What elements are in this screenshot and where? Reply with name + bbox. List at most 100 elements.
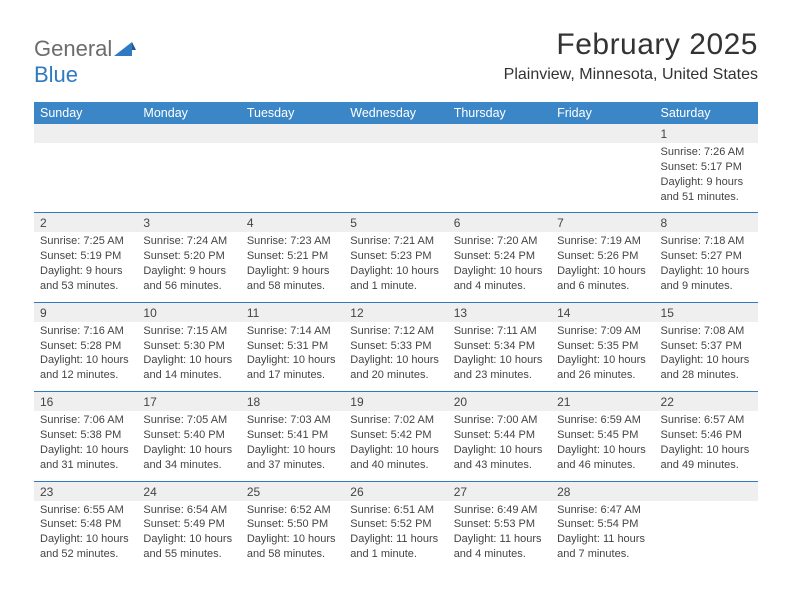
sunset-text: Sunset: 5:46 PM bbox=[661, 428, 752, 443]
sunset-text: Sunset: 5:38 PM bbox=[40, 428, 131, 443]
sunset-text: Sunset: 5:49 PM bbox=[143, 517, 234, 532]
details-cell: Sunrise: 7:06 AMSunset: 5:38 PMDaylight:… bbox=[34, 411, 137, 481]
details-cell: Sunrise: 7:05 AMSunset: 5:40 PMDaylight:… bbox=[137, 411, 240, 481]
day-header-cell: Saturday bbox=[655, 102, 758, 124]
sunset-text: Sunset: 5:40 PM bbox=[143, 428, 234, 443]
daynum-row: 2345678 bbox=[34, 213, 758, 232]
daynum-cell: 12 bbox=[344, 303, 447, 322]
day-header-row: SundayMondayTuesdayWednesdayThursdayFrid… bbox=[34, 102, 758, 124]
details-row: Sunrise: 7:25 AMSunset: 5:19 PMDaylight:… bbox=[34, 232, 758, 302]
sunrise-text: Sunrise: 6:55 AM bbox=[40, 503, 131, 518]
daylight-text: Daylight: 11 hours and 4 minutes. bbox=[454, 532, 545, 562]
daynum-cell: 2 bbox=[34, 213, 137, 232]
daynum-cell bbox=[655, 482, 758, 501]
sunset-text: Sunset: 5:53 PM bbox=[454, 517, 545, 532]
daylight-text: Daylight: 10 hours and 28 minutes. bbox=[661, 353, 752, 383]
details-row: Sunrise: 7:06 AMSunset: 5:38 PM Daylight:… bbox=[34, 411, 758, 481]
sunrise-text: Sunrise: 7:25 AM bbox=[40, 234, 131, 249]
daynum-cell: 1 bbox=[655, 124, 758, 143]
daynum-cell: 22 bbox=[655, 392, 758, 411]
logo-text-blue: Blue bbox=[34, 62, 78, 87]
details-row: Sunrise: 6:55 AMSunset: 5:48 PMDaylight:… bbox=[34, 501, 758, 570]
details-cell: Sunrise: 7:25 AMSunset: 5:19 PMDaylight:… bbox=[34, 232, 137, 302]
daylight-text: Daylight: 11 hours and 1 minute. bbox=[350, 532, 441, 562]
sunrise-text: Sunrise: 7:12 AM bbox=[350, 324, 441, 339]
details-cell: Sunrise: 7:20 AMSunset: 5:24 PMDaylight:… bbox=[448, 232, 551, 302]
logo-sail-icon bbox=[114, 40, 136, 56]
sunrise-text: Sunrise: 7:09 AM bbox=[557, 324, 648, 339]
daynum-cell: 18 bbox=[241, 392, 344, 411]
daynum-cell bbox=[241, 124, 344, 143]
sunrise-text: Sunrise: 6:59 AM bbox=[557, 413, 648, 428]
sunrise-text: Sunrise: 7:00 AM bbox=[454, 413, 545, 428]
daynum-cell: 21 bbox=[551, 392, 654, 411]
day-header-cell: Wednesday bbox=[344, 102, 447, 124]
sunset-text: Sunset: 5:21 PM bbox=[247, 249, 338, 264]
daynum-row: 16171819202122 bbox=[34, 392, 758, 411]
daynum-cell: 11 bbox=[241, 303, 344, 322]
daynum-cell: 7 bbox=[551, 213, 654, 232]
details-cell: Sunrise: 7:08 AMSunset: 5:37 PMDaylight:… bbox=[655, 322, 758, 392]
daylight-text: Daylight: 9 hours and 56 minutes. bbox=[143, 264, 234, 294]
daynum-cell: 6 bbox=[448, 213, 551, 232]
details-cell: Sunrise: 7:19 AMSunset: 5:26 PMDaylight:… bbox=[551, 232, 654, 302]
sunrise-text: Sunrise: 7:06 AM bbox=[40, 413, 131, 428]
sunset-text: Sunset: 5:17 PM bbox=[661, 160, 752, 175]
details-cell: Sunrise: 7:03 AMSunset: 5:41 PMDaylight:… bbox=[241, 411, 344, 481]
sunset-text: Sunset: 5:30 PM bbox=[143, 339, 234, 354]
daynum-cell: 16 bbox=[34, 392, 137, 411]
sunset-text: Sunset: 5:45 PM bbox=[557, 428, 648, 443]
sunset-text: Sunset: 5:23 PM bbox=[350, 249, 441, 264]
daylight-text: Daylight: 10 hours and 43 minutes. bbox=[454, 443, 545, 473]
details-cell bbox=[655, 501, 758, 570]
daylight-text: Daylight: 10 hours and 55 minutes. bbox=[143, 532, 234, 562]
sunrise-text: Sunrise: 7:19 AM bbox=[557, 234, 648, 249]
daynum-row: 1 bbox=[34, 124, 758, 143]
sunrise-text: Sunrise: 7:03 AM bbox=[247, 413, 338, 428]
daylight-text: Daylight: 10 hours and 49 minutes. bbox=[661, 443, 752, 473]
sunset-text: Sunset: 5:37 PM bbox=[661, 339, 752, 354]
daynum-cell: 20 bbox=[448, 392, 551, 411]
daylight-text: Daylight: 10 hours and 26 minutes. bbox=[557, 353, 648, 383]
sunset-text: Sunset: 5:42 PM bbox=[350, 428, 441, 443]
sunrise-text: Sunrise: 7:11 AM bbox=[454, 324, 545, 339]
sunset-text: Sunset: 5:50 PM bbox=[247, 517, 338, 532]
daylight-text: Daylight: 10 hours and 46 minutes. bbox=[557, 443, 648, 473]
daynum-cell: 25 bbox=[241, 482, 344, 501]
daynum-cell: 28 bbox=[551, 482, 654, 501]
sunset-text: Sunset: 5:35 PM bbox=[557, 339, 648, 354]
daynum-cell: 13 bbox=[448, 303, 551, 322]
daylight-text: Daylight: 10 hours and 40 minutes. bbox=[350, 443, 441, 473]
daylight-text: Daylight: 10 hours and 4 minutes. bbox=[454, 264, 545, 294]
sunset-text: Sunset: 5:31 PM bbox=[247, 339, 338, 354]
daynum-cell: 17 bbox=[137, 392, 240, 411]
daynum-cell bbox=[448, 124, 551, 143]
daynum-cell bbox=[34, 124, 137, 143]
details-row: Sunrise: 7:16 AMSunset: 5:28 PMDaylight:… bbox=[34, 322, 758, 392]
sunset-text: Sunset: 5:24 PM bbox=[454, 249, 545, 264]
sunrise-text: Sunrise: 6:47 AM bbox=[557, 503, 648, 518]
details-cell: Sunrise: 6:49 AMSunset: 5:53 PMDaylight:… bbox=[448, 501, 551, 570]
sunset-text: Sunset: 5:52 PM bbox=[350, 517, 441, 532]
day-header-cell: Monday bbox=[137, 102, 240, 124]
details-cell bbox=[137, 143, 240, 213]
daylight-text: Daylight: 10 hours and 34 minutes. bbox=[143, 443, 234, 473]
details-cell: Sunrise: 7:02 AMSunset: 5:42 PMDaylight:… bbox=[344, 411, 447, 481]
details-cell: Sunrise: 7:00 AMSunset: 5:44 PMDaylight:… bbox=[448, 411, 551, 481]
sunrise-text: Sunrise: 7:24 AM bbox=[143, 234, 234, 249]
daynum-cell: 14 bbox=[551, 303, 654, 322]
daylight-text: Daylight: 10 hours and 17 minutes. bbox=[247, 353, 338, 383]
sunrise-text: Sunrise: 6:49 AM bbox=[454, 503, 545, 518]
daynum-cell bbox=[344, 124, 447, 143]
sunrise-text: Sunrise: 7:08 AM bbox=[661, 324, 752, 339]
details-cell: Sunrise: 7:26 AMSunset: 5:17 PMDaylight:… bbox=[655, 143, 758, 213]
daylight-text: Daylight: 11 hours and 7 minutes. bbox=[557, 532, 648, 562]
details-cell: Sunrise: 6:54 AMSunset: 5:49 PMDaylight:… bbox=[137, 501, 240, 570]
title-block: February 2025 Plainview, Minnesota, Unit… bbox=[504, 28, 758, 84]
daylight-text: Daylight: 10 hours and 6 minutes. bbox=[557, 264, 648, 294]
details-cell: Sunrise: 7:11 AMSunset: 5:34 PMDaylight:… bbox=[448, 322, 551, 392]
logo: General Blue bbox=[34, 28, 136, 88]
daynum-cell: 5 bbox=[344, 213, 447, 232]
details-cell: Sunrise: 7:15 AMSunset: 5:30 PMDaylight:… bbox=[137, 322, 240, 392]
details-row: Sunrise: 7:26 AMSunset: 5:17 PMDaylight:… bbox=[34, 143, 758, 213]
